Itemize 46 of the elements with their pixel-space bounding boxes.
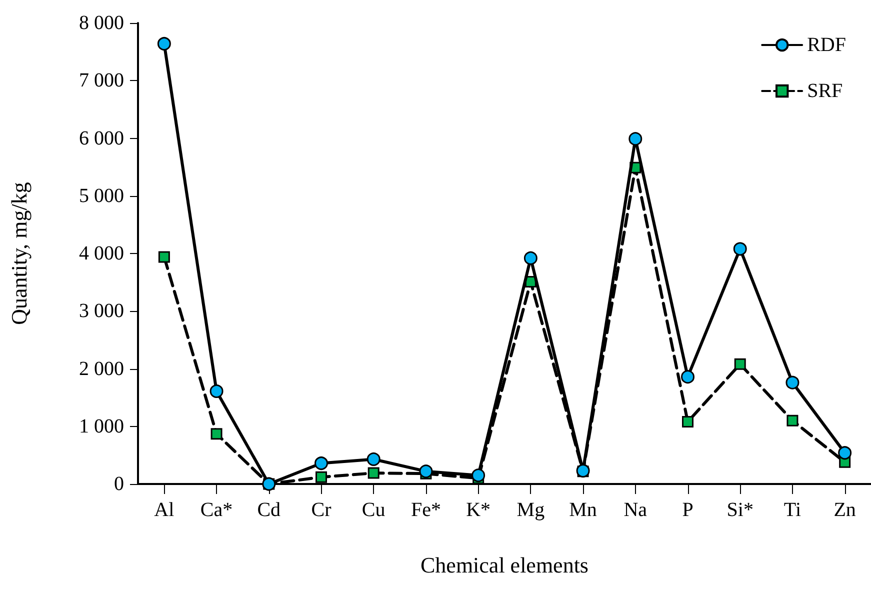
point xyxy=(210,384,224,398)
x-tick-label: Na xyxy=(624,499,648,521)
legend-label: SRF xyxy=(807,80,843,102)
point xyxy=(786,376,800,390)
legend-label: RDF xyxy=(807,34,846,56)
x-tick-label: Al xyxy=(154,499,175,521)
x-tick-label: Mn xyxy=(569,499,597,521)
x-axis-title: Chemical elements xyxy=(420,552,588,578)
x-tick-label: Mg xyxy=(516,499,545,521)
point xyxy=(472,468,486,482)
point xyxy=(682,416,694,428)
y-axis-title: Quantity, mg/kg xyxy=(6,182,32,325)
point xyxy=(158,251,170,263)
y-tick-label: 3 000 xyxy=(79,300,124,322)
x-tick-label: Cu xyxy=(362,499,386,521)
point xyxy=(314,456,328,470)
point xyxy=(838,446,852,460)
point xyxy=(316,471,327,483)
point xyxy=(210,428,222,440)
point xyxy=(524,251,538,265)
y-tick-label: 1 000 xyxy=(79,415,124,438)
x-tick-label: Ti xyxy=(784,499,802,521)
y-tick-label: 4 000 xyxy=(79,242,124,264)
y-tick-label: 6 000 xyxy=(79,127,124,150)
x-tick-label: Zn xyxy=(834,499,856,521)
point xyxy=(734,358,746,370)
point xyxy=(366,452,380,466)
x-tick-label: Si* xyxy=(726,499,754,521)
point xyxy=(786,414,798,426)
point xyxy=(419,464,433,478)
y-tick-label: 7 000 xyxy=(79,70,124,92)
point xyxy=(368,467,380,479)
x-tick-label: P xyxy=(682,499,694,521)
point xyxy=(681,370,694,384)
x-tick-label: K* xyxy=(466,499,491,521)
y-tick-label: 0 xyxy=(114,473,124,495)
x-tick-label: Ca* xyxy=(200,499,233,521)
x-tick-label: Cr xyxy=(311,499,332,521)
y-tick-label: 2 000 xyxy=(79,358,124,380)
y-tick-label: 5 000 xyxy=(79,184,124,207)
x-tick-label: Cd xyxy=(257,499,281,521)
point xyxy=(733,242,747,256)
x-tick-label: Fe* xyxy=(410,499,441,521)
point xyxy=(628,132,642,146)
point xyxy=(157,37,171,50)
y-tick-label: 8 000 xyxy=(79,12,124,34)
